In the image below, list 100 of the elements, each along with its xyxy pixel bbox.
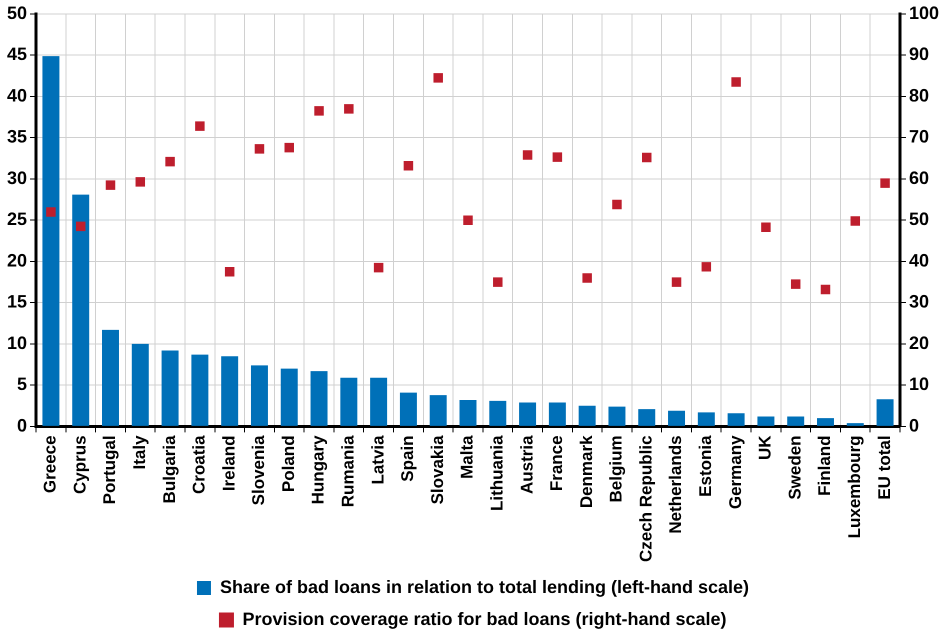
x-tick-label: Greece <box>40 435 60 494</box>
x-tick-label: Denmark <box>576 434 596 508</box>
bar <box>250 365 268 426</box>
x-tick-label: Bulgaria <box>160 434 179 504</box>
point <box>224 267 234 277</box>
bar <box>668 410 686 426</box>
x-tick-label: Austria <box>517 434 536 494</box>
point <box>106 180 116 190</box>
bar <box>191 354 208 426</box>
x-tick-label: Malta <box>458 434 477 479</box>
point <box>522 150 532 160</box>
y2-tick-label: 90 <box>908 44 929 64</box>
y-tick-label: 0 <box>17 415 28 436</box>
x-tick-label: Slovenia <box>249 434 268 506</box>
point <box>642 152 652 162</box>
bar <box>460 400 476 426</box>
point <box>672 277 682 287</box>
bar <box>757 416 774 426</box>
y-tick-label: 5 <box>17 374 28 394</box>
x-tick-label: Rumania <box>338 434 358 508</box>
point <box>284 142 294 152</box>
point <box>344 104 354 114</box>
bar <box>638 409 656 426</box>
legend-label: Provision coverage ratio for bad loans (right-hand scale) <box>242 608 727 629</box>
bar <box>221 356 238 426</box>
y-tick-label: 45 <box>6 44 28 64</box>
x-tick-label: EU total <box>874 435 894 500</box>
y-tick-label: 50 <box>6 2 28 23</box>
x-tick-label: Cyprus <box>70 435 90 494</box>
bar <box>132 344 149 426</box>
point <box>195 121 205 131</box>
point <box>463 215 473 225</box>
point <box>761 222 771 232</box>
y2-tick-label: 40 <box>908 250 929 270</box>
y2-tick-label: 0 <box>908 415 919 436</box>
x-tick-label: Spain <box>398 435 418 482</box>
y-tick-label: 15 <box>6 292 28 312</box>
bar <box>310 371 328 426</box>
x-tick-label: France <box>547 435 566 492</box>
bar <box>846 423 864 426</box>
y-tick-label: 30 <box>6 168 28 188</box>
x-tick-label: Latvia <box>368 434 388 485</box>
x-tick-label: Italy <box>130 434 149 470</box>
point <box>404 161 414 171</box>
bar <box>370 378 388 426</box>
y2-tick-label: 60 <box>908 168 929 188</box>
point <box>552 152 562 162</box>
x-tick-label: Czech Republic <box>636 435 656 562</box>
bar <box>42 56 60 426</box>
point <box>433 73 443 83</box>
bar <box>817 418 834 426</box>
point <box>702 262 712 272</box>
x-tick-label: Ireland <box>219 435 238 492</box>
bar <box>489 400 506 426</box>
y2-tick-label: 30 <box>908 292 929 312</box>
bar <box>608 406 626 426</box>
x-tick-label: Estonia <box>696 434 716 497</box>
point <box>790 279 800 289</box>
bar <box>72 194 90 426</box>
point <box>880 178 890 188</box>
bar <box>280 368 298 426</box>
point <box>493 277 503 287</box>
y-tick-label: 20 <box>6 250 28 270</box>
bar <box>162 350 179 426</box>
bar <box>430 395 447 426</box>
point <box>820 284 830 294</box>
y2-tick-label: 20 <box>908 332 929 353</box>
bar <box>519 402 536 426</box>
x-tick-label: Slovakia <box>428 434 447 504</box>
y2-tick-label: 70 <box>908 126 929 147</box>
x-tick-label: Finland <box>815 435 834 496</box>
point <box>314 106 324 116</box>
y2-tick-label: 10 <box>908 374 929 394</box>
bar <box>876 399 894 426</box>
point <box>76 222 86 232</box>
point <box>136 177 146 187</box>
x-tick-label: Lithuania <box>487 434 506 511</box>
y2-tick-label: 100 <box>908 2 940 23</box>
bar <box>728 413 745 426</box>
point <box>46 207 56 217</box>
x-tick-label: Germany <box>726 434 745 510</box>
legend-label: Share of bad loans in relation to total lending (left-hand scale) <box>220 576 750 597</box>
point <box>582 273 592 283</box>
x-tick-label: Croatia <box>190 434 209 494</box>
bar <box>102 330 119 426</box>
x-tick-label: Luxembourg <box>844 435 864 538</box>
point <box>731 77 741 87</box>
point <box>850 216 860 226</box>
y-tick-label: 35 <box>6 126 28 147</box>
x-tick-label: Belgium <box>606 435 626 502</box>
y2-tick-label: 80 <box>908 85 929 106</box>
bar <box>578 406 596 426</box>
y2-tick-label: 50 <box>908 209 929 230</box>
x-tick-label: Netherlands <box>666 435 686 534</box>
x-tick-label: Portugal <box>100 435 120 504</box>
x-tick-label: Hungary <box>308 434 328 504</box>
point <box>165 156 175 166</box>
x-tick-label: Poland <box>278 435 298 492</box>
y-tick-label: 10 <box>6 332 28 353</box>
point <box>612 200 622 210</box>
